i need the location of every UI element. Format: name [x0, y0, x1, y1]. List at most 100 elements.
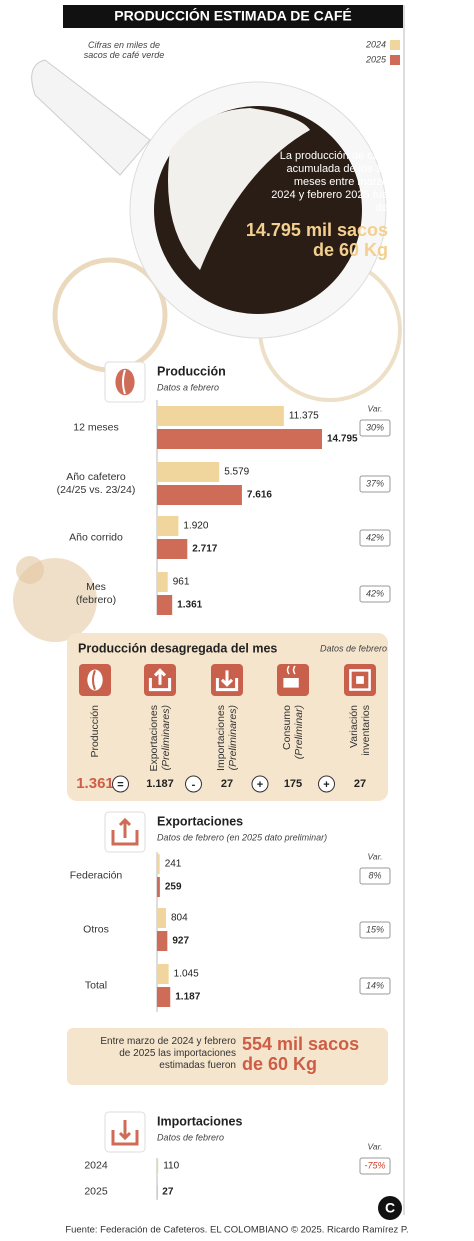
bar: [157, 854, 160, 874]
change-label: 15%: [366, 924, 384, 934]
breakdown-value: 1.187: [146, 778, 174, 790]
breakdown-label: Variacióninventarios: [348, 705, 372, 756]
cup-handle: [31, 59, 151, 176]
chart-subtitle: Datos a febrero: [157, 382, 219, 392]
breakdown-note: (Preliminares): [227, 705, 239, 770]
change-box: [359, 977, 391, 995]
icon: [349, 669, 371, 691]
value-label: 27: [162, 1187, 174, 1198]
change-box: [359, 529, 391, 547]
value-label: 1.045: [174, 969, 199, 980]
operator: -: [192, 779, 196, 791]
bar: [157, 539, 188, 559]
bar: [157, 1159, 159, 1173]
value-label: 11.375: [289, 411, 319, 422]
bar: [157, 462, 220, 482]
breakdown-label-text: Consumo: [281, 705, 293, 750]
operator: =: [117, 779, 123, 791]
chart-title: Producción: [157, 364, 226, 378]
highlight-text: La producción de café acumulada de los 1…: [271, 150, 388, 214]
bar: [157, 987, 171, 1007]
change-label: 14%: [366, 980, 384, 990]
value-label: 241: [165, 859, 182, 870]
icon: [87, 669, 103, 691]
chart-subtitle: Datos de febrero: [157, 1132, 224, 1142]
imports-highlight-text: Entre marzo de 2024 y febrero de 2025 la…: [100, 1036, 236, 1071]
icon: [122, 369, 126, 395]
breakdown-value: 27: [354, 778, 366, 790]
change-label: 30%: [366, 422, 384, 432]
value-label: 2.717: [192, 544, 217, 555]
breakdown-subtitle: Datos de febrero: [320, 643, 387, 653]
bar: [157, 964, 169, 984]
operator-circle: [251, 775, 269, 793]
operator: +: [257, 779, 263, 791]
breakdown-label-text: Importaciones: [215, 705, 227, 771]
chart-subtitle: Datos de febrero (en 2025 dato prelimina…: [157, 832, 327, 842]
imports-highlight-value: 554 mil sacos de 60 Kg: [242, 1034, 360, 1074]
operator-circle: [318, 775, 335, 793]
operator-circle: [185, 775, 202, 793]
change-label: 8%: [368, 870, 381, 880]
category-label: 2024: [84, 1159, 108, 1172]
icon: [115, 368, 135, 396]
bar: [157, 877, 160, 897]
bar: [157, 485, 242, 505]
legend-label: 2024: [365, 39, 386, 49]
value-label: 927: [172, 936, 189, 947]
icon: [215, 678, 239, 692]
change-label: 42%: [366, 588, 384, 598]
change-label: -75%: [364, 1160, 385, 1170]
value-label: 961: [173, 577, 190, 588]
chart-title: Importaciones: [157, 1114, 242, 1128]
change-label: 42%: [366, 532, 384, 542]
breakdown-note: inventarios: [360, 705, 372, 756]
legend-swatch: [390, 40, 400, 50]
breakdown-value: 27: [221, 778, 233, 790]
change-title: Var.: [368, 851, 383, 861]
legend-swatch: [390, 55, 400, 65]
bar: [157, 595, 173, 615]
bar: [157, 516, 179, 536]
breakdown-label-text: Variación: [348, 705, 360, 748]
value-label: 1.920: [183, 521, 208, 532]
icon: [153, 668, 167, 685]
title: PRODUCCIÓN ESTIMADA DE CAFÉ: [114, 7, 352, 24]
breakdown-label: Consumo(Preliminar): [281, 705, 305, 759]
title-bar: [63, 5, 403, 28]
operator-circle: [112, 775, 129, 793]
chart-title: Exportaciones: [157, 814, 243, 828]
logo-mark: C: [385, 1200, 395, 1216]
value-label: 7.616: [247, 490, 272, 501]
icon: [283, 678, 299, 688]
icon: [356, 676, 364, 684]
category-label: Otros: [83, 923, 109, 936]
category-label: Año corrido: [69, 531, 123, 544]
value-label: 110: [163, 1161, 179, 1172]
breakdown-label-text: Exportaciones: [148, 705, 160, 772]
foam: [168, 108, 310, 270]
icon: [92, 670, 96, 690]
icon: [118, 817, 132, 838]
icon: [118, 1120, 132, 1141]
change-label: 37%: [366, 478, 384, 488]
breakdown-label: Producción: [89, 705, 101, 758]
breakdown-title: Producción desagregada del mes: [78, 641, 277, 655]
source: Fuente: Federación de Cafeteros. EL COLO…: [65, 1225, 408, 1236]
breakdown-note: (Preliminar): [293, 705, 305, 759]
breakdown-note: (Preliminares): [160, 705, 172, 770]
category-label: Total: [84, 979, 108, 992]
stain: [16, 556, 44, 584]
icon: [220, 670, 234, 687]
category-label: Mes (febrero): [75, 581, 117, 606]
bar: [157, 572, 168, 592]
highlight-value: 14.795 mil sacos de 60 Kg: [245, 220, 388, 260]
change-box: [359, 867, 391, 885]
value-label: 259: [165, 882, 182, 893]
icon: [111, 830, 139, 846]
change-box: [359, 921, 391, 939]
logo: [378, 1196, 402, 1220]
highlight-panel: [67, 1028, 388, 1085]
